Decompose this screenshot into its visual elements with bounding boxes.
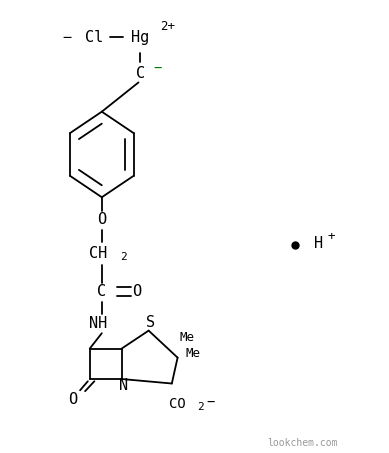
Text: Hg: Hg <box>131 30 149 45</box>
Text: CO: CO <box>169 397 186 411</box>
Text: +: + <box>328 230 335 243</box>
Text: C: C <box>97 284 106 299</box>
Text: O: O <box>132 284 141 299</box>
Text: −: − <box>206 395 215 409</box>
Text: N: N <box>119 378 128 393</box>
Text: Me: Me <box>180 331 195 344</box>
Text: 2+: 2+ <box>160 19 175 33</box>
Text: CH: CH <box>89 246 107 261</box>
Text: Me: Me <box>186 347 201 360</box>
Text: S: S <box>146 315 155 330</box>
Text: −: − <box>63 30 72 45</box>
Text: Cl: Cl <box>85 30 103 45</box>
Text: O: O <box>97 212 106 227</box>
Text: −: − <box>154 61 162 75</box>
Text: lookchem.com: lookchem.com <box>267 438 338 448</box>
Text: O: O <box>68 392 77 407</box>
Text: 2: 2 <box>197 402 204 412</box>
Text: 2: 2 <box>120 252 126 262</box>
Text: NH: NH <box>89 316 107 331</box>
Text: H: H <box>314 236 323 251</box>
Text: C: C <box>136 66 145 81</box>
